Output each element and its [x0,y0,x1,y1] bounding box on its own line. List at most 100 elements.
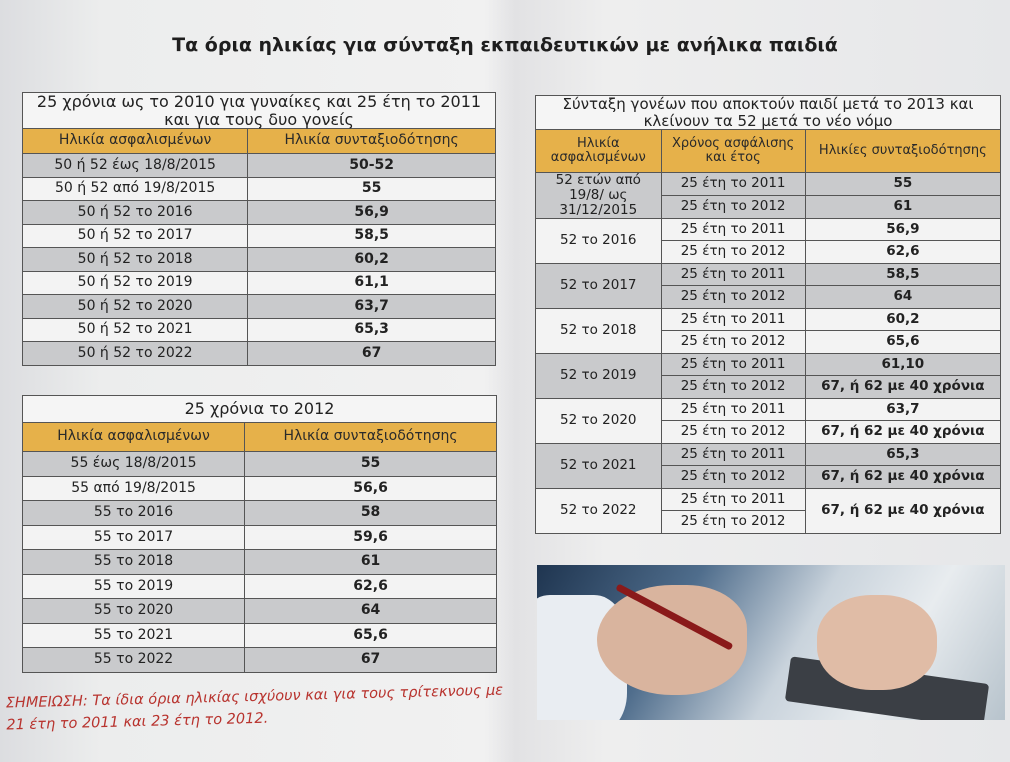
insured-age-cell: 52 το 2021 [535,442,662,489]
insurance-years-cell: 25 έτη το 2012 [660,465,806,489]
insured-age-cell: 55 το 2018 [21,549,246,575]
table-row: 52 το 2016 25 έτη το 2011 56,9 [535,217,1002,264]
insured-age-cell: 55 το 2020 [21,598,246,624]
table-caption: 25 χρόνια το 2012 [22,395,497,423]
insured-age-cell: 50 ή 52 το 2018 [21,247,249,272]
insurance-years-cell: 25 έτη το 2012 [660,194,806,219]
insurance-years-cell: 25 έτη το 2012 [660,420,806,444]
insured-age-cell: 50 ή 52 από 19/8/2015 [21,176,249,202]
insured-age-cell: 55 το 2019 [21,573,246,599]
table-row: 55 το 2018 61 [21,549,497,575]
table-row: 55 έως 18/8/2015 55 [21,451,497,477]
insurance-years-cell: 25 έτη το 2011 [660,397,806,422]
column-header: Ηλικία ασφαλισμένων [535,129,662,173]
retirement-age-cell: 67 [244,647,497,673]
insured-age-cell: 50 ή 52 το 2019 [21,270,249,296]
retirement-age-cell: 59,6 [244,524,497,550]
insured-age-cell: 55 από 19/8/2015 [21,475,246,501]
retirement-age-cell: 64 [244,598,497,624]
table-row: 50 ή 52 το 2016 56,9 [21,200,496,225]
table-row: 52 ετών από 19/8/ ως 31/12/2015 25 έτη το… [535,172,1002,219]
insurance-years-cell: 25 έτη το 2011 [660,262,806,287]
retirement-age-cell: 65,3 [804,442,1002,467]
table-row: 55 από 19/8/2015 56,6 [21,475,497,501]
retirement-age-cell: 63,7 [247,294,496,319]
table-row: 50 ή 52 το 2019 61,1 [21,270,496,296]
table-row: 50 ή 52 από 19/8/2015 55 [21,176,496,202]
table-row: 55 το 2021 65,6 [21,622,497,648]
table-row: 50 ή 52 το 2022 67 [21,341,496,366]
retirement-age-cell: 63,7 [804,397,1002,422]
retirement-age-cell: 61,1 [247,270,496,296]
insured-age-cell: 52 ετών από 19/8/ ως 31/12/2015 [535,172,662,219]
column-header: Χρόνος ασφάλισης και έτος [660,129,806,173]
table-25-years-2012: 25 χρόνια το 2012 Ηλικία ασφαλισμένων Ηλι… [21,395,497,673]
insured-age-cell: 52 το 2018 [535,307,662,354]
table-row: 55 το 2020 64 [21,598,497,624]
retirement-age-cell: 65,3 [247,317,496,343]
retirement-age-cell: 55 [247,176,496,202]
insured-age-cell: 52 το 2016 [535,217,662,264]
retirement-age-cell: 50-52 [247,153,496,178]
insured-age-cell: 55 το 2021 [21,622,246,648]
table-row: 52 το 2019 25 έτη το 2011 61,10 [535,352,1002,399]
table-row: 55 το 2022 67 [21,647,497,673]
table-row: 50 ή 52 το 2017 58,5 [21,223,496,249]
insurance-years-cell: 25 έτη το 2011 [660,487,806,512]
retirement-age-cell: 56,9 [804,217,1002,242]
insured-age-cell: 55 το 2022 [21,647,246,673]
retirement-age-cell: 64 [804,285,1002,309]
insurance-years-cell: 25 έτη το 2012 [660,240,806,264]
insurance-years-cell: 25 έτη το 2012 [660,510,806,534]
table-row: 55 το 2019 62,6 [21,573,497,599]
insured-age-cell: 50 ή 52 το 2022 [21,341,249,366]
insurance-years-cell: 25 έτη το 2012 [660,285,806,309]
insurance-years-cell: 25 έτη το 2011 [660,352,806,377]
insured-age-cell: 52 το 2017 [535,262,662,309]
table-caption: Σύνταξη γονέων που αποκτούν παιδί μετά τ… [535,95,1001,130]
table-25-years-2010-2011: 25 χρόνια ως το 2010 για γυναίκες και 25… [21,91,496,366]
retirement-age-cell: 58,5 [804,262,1002,287]
insurance-years-cell: 25 έτη το 2012 [660,375,806,399]
retirement-age-cell: 67, ή 62 με 40 χρόνια [804,375,1002,399]
page-title: Τα όρια ηλικίας για σύνταξη εκπαιδευτικώ… [172,34,838,56]
retirement-age-cell: 55 [244,451,497,477]
hand-shape [817,595,937,690]
retirement-age-cell: 61,10 [804,352,1002,377]
column-header: Ηλικίες συνταξιοδότησης [804,129,1002,173]
insured-age-cell: 50 ή 52 το 2016 [21,200,249,225]
column-header: Ηλικία ασφαλισμένων [21,422,246,452]
insured-age-cell: 55 το 2016 [21,500,246,526]
retirement-age-cell: 58,5 [247,223,496,249]
insured-age-cell: 52 το 2022 [535,487,662,534]
table-parents-after-2013: Σύνταξη γονέων που αποκτούν παιδί μετά τ… [535,95,1002,534]
column-header: Ηλικία συνταξιοδότησης [244,422,497,452]
column-header: Ηλικία συνταξιοδότησης [247,128,496,155]
insured-age-cell: 50 ή 52 το 2017 [21,223,249,249]
insured-age-cell: 55 το 2017 [21,524,246,550]
insurance-years-cell: 25 έτη το 2011 [660,217,806,242]
table-caption: 25 χρόνια ως το 2010 για γυναίκες και 25… [22,91,496,130]
insured-age-cell: 50 ή 52 το 2020 [21,294,249,319]
table-row: 50 ή 52 έως 18/8/2015 50-52 [21,153,496,178]
retirement-age-cell: 62,6 [244,573,497,599]
insurance-years-cell: 25 έτη το 2011 [660,172,806,196]
retirement-age-cell: 56,6 [244,475,497,501]
column-header: Ηλικία ασφαλισμένων [21,128,249,155]
retirement-age-cell: 60,2 [804,307,1002,332]
insured-age-cell: 52 το 2020 [535,397,662,444]
table-row: 52 το 2021 25 έτη το 2011 65,3 [535,442,1002,489]
insured-age-cell: 55 έως 18/8/2015 [21,451,246,477]
photo-hands-pen-calculator [537,565,1005,720]
table-row: 50 ή 52 το 2018 60,2 [21,247,496,272]
retirement-age-cell: 61 [804,194,1002,219]
retirement-age-cell: 58 [244,500,497,526]
table-row: 50 ή 52 το 2021 65,3 [21,317,496,343]
retirement-age-cell: 60,2 [247,247,496,272]
table-row: 55 το 2016 58 [21,500,497,526]
insured-age-cell: 50 ή 52 το 2021 [21,317,249,343]
table-row: 52 το 2022 25 έτη το 2011 67, ή 62 με 40 χ… [535,487,1002,534]
table-row: 52 το 2017 25 έτη το 2011 58,5 [535,262,1002,309]
retirement-age-cell: 65,6 [804,330,1002,354]
retirement-age-cell: 61 [244,549,497,575]
